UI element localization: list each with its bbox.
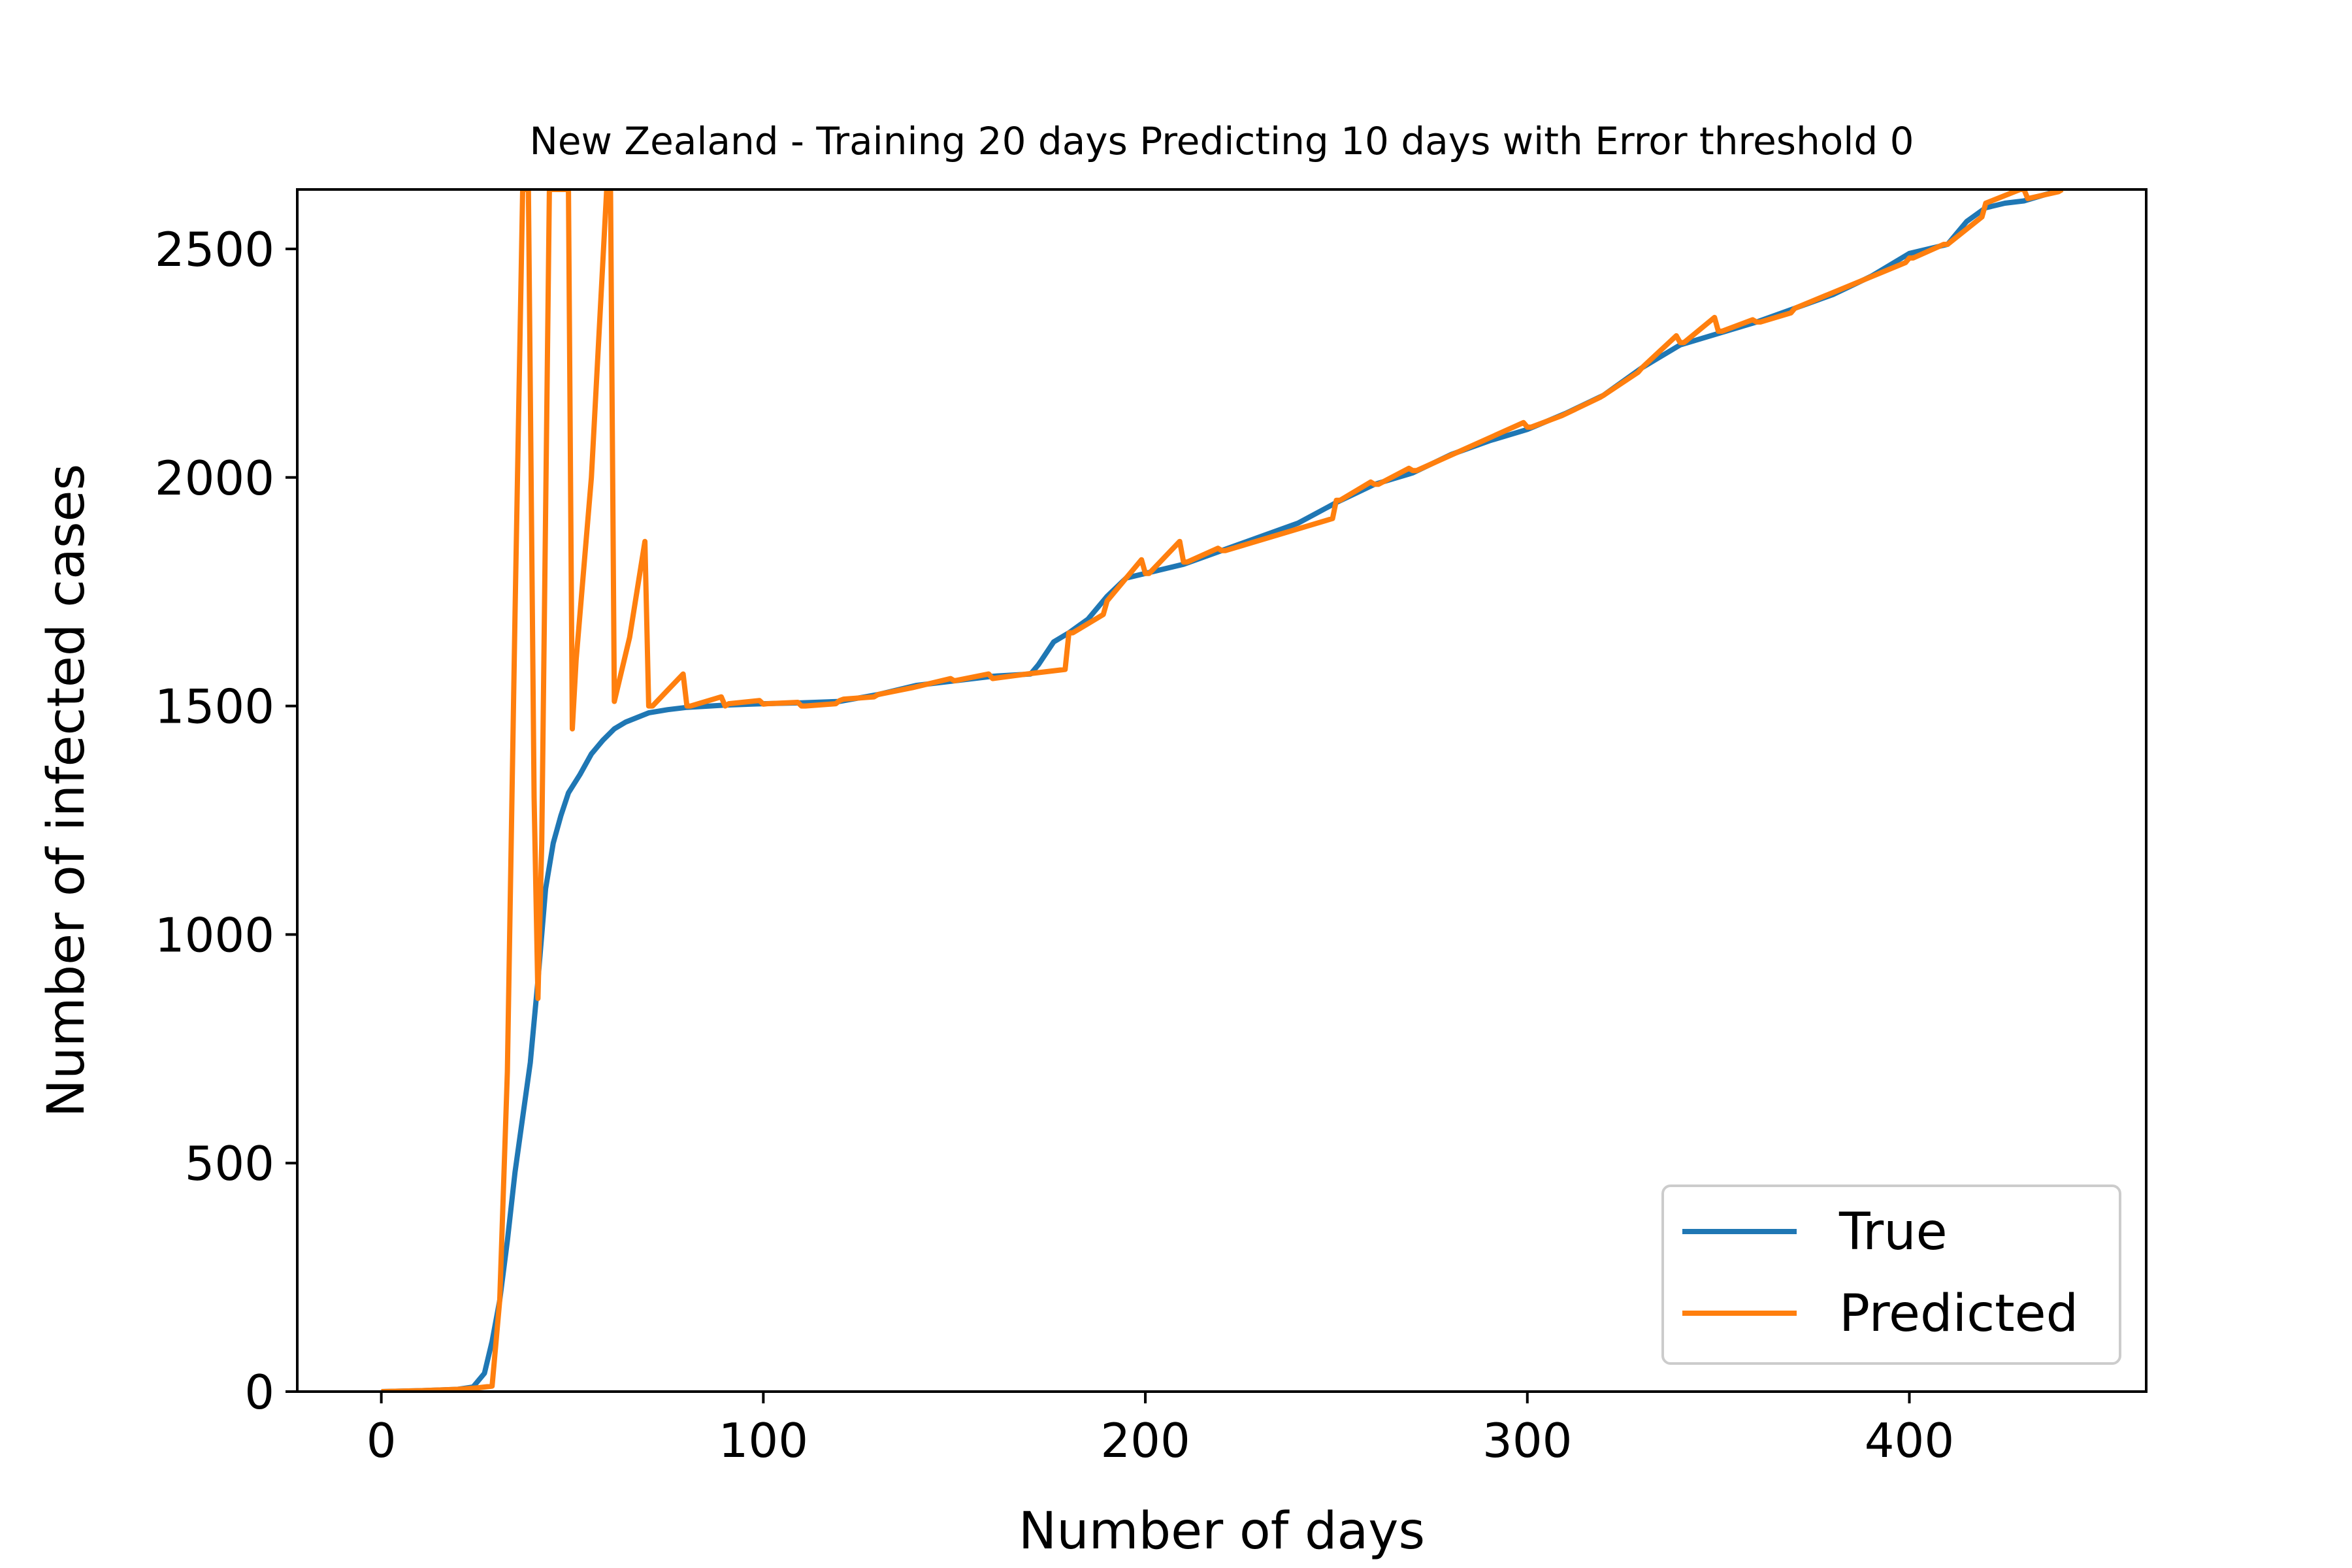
y-tick-label: 0: [244, 1365, 274, 1420]
chart-title: New Zealand - Training 20 days Predictin…: [529, 119, 1914, 163]
x-tick-label: 300: [1482, 1413, 1572, 1468]
series-layer: [381, 189, 2064, 1392]
y-tick-label: 500: [185, 1136, 274, 1191]
y-tick-label: 1500: [155, 679, 274, 734]
x-tick-label: 0: [367, 1413, 397, 1468]
y-tick-label: 2000: [155, 451, 274, 506]
legend-label-predicted: Predicted: [1839, 1284, 2078, 1343]
series-line-predicted: [381, 189, 2064, 1392]
x-tick-label: 400: [1865, 1413, 1954, 1468]
x-tick-label: 200: [1100, 1413, 1190, 1468]
x-axis-label: Number of days: [1019, 1502, 1425, 1561]
y-tick-label: 2500: [155, 222, 274, 277]
y-axis-ticks: 0 500 1000 1500 2000 2500: [155, 222, 297, 1420]
x-tick-label: 100: [719, 1413, 808, 1468]
plot-frame: [296, 188, 2148, 1393]
x-axis-ticks: 0 100 200 300 400: [367, 1392, 1954, 1468]
y-tick-label: 1000: [155, 907, 274, 962]
y-axis-label: Number of infected cases: [37, 464, 96, 1117]
legend-label-true: True: [1838, 1203, 1948, 1262]
legend: True Predicted: [1661, 1184, 2121, 1365]
